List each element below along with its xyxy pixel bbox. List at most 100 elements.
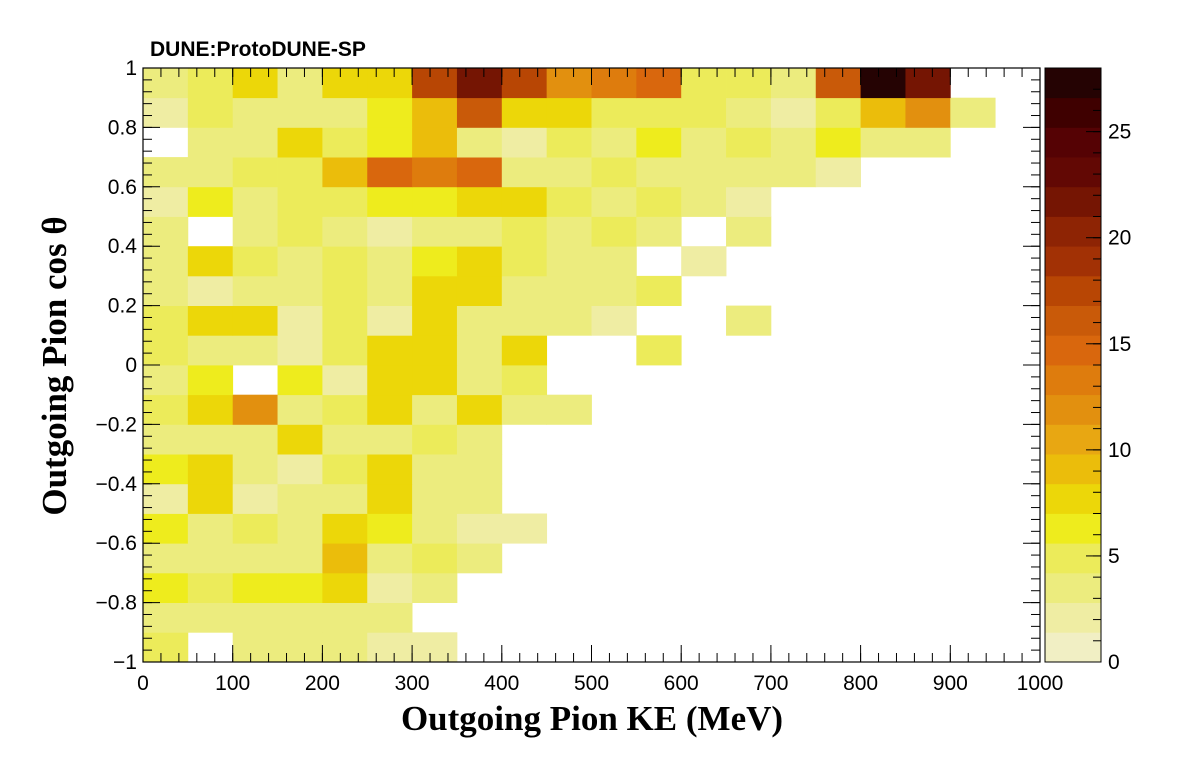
- heatmap-cell: [412, 424, 458, 455]
- heatmap-cell: [277, 632, 323, 663]
- colorbar-tick-label: 0: [1108, 651, 1120, 674]
- heatmap-cell: [591, 186, 637, 217]
- heatmap-cell: [412, 68, 458, 99]
- heatmap-cell: [232, 305, 278, 336]
- heatmap-cell: [681, 186, 727, 217]
- heatmap-cell: [277, 97, 323, 128]
- heatmap-cell: [367, 216, 413, 247]
- y-tick-label: −0.6: [96, 532, 137, 555]
- heatmap-cell: [322, 186, 368, 217]
- heatmap-cell: [143, 602, 189, 633]
- colorbar-segment: [1045, 246, 1101, 277]
- heatmap-cell: [143, 335, 189, 366]
- heatmap-cell: [187, 394, 234, 425]
- heatmap-cell: [501, 68, 548, 99]
- heatmap-cell: [770, 127, 817, 158]
- heatmap-cell: [322, 632, 368, 663]
- heatmap-cell: [322, 572, 368, 603]
- heatmap-cell: [277, 275, 323, 306]
- heatmap-cell: [412, 543, 458, 574]
- heatmap-cell: [187, 305, 234, 336]
- y-tick-label: 0: [125, 354, 137, 377]
- colorbar-segment: [1045, 157, 1101, 188]
- heatmap-cell: [770, 157, 817, 188]
- heatmap-cell: [412, 483, 458, 514]
- heatmap-cell: [367, 454, 413, 485]
- heatmap-cell: [322, 365, 368, 396]
- heatmap-cell: [591, 305, 637, 336]
- colorbar-segment: [1045, 543, 1101, 574]
- heatmap-cell: [591, 157, 637, 188]
- heatmap-cell: [367, 335, 413, 366]
- y-tick-label: 0.4: [108, 235, 138, 258]
- x-tick-label: 0: [137, 672, 149, 695]
- heatmap-cell: [905, 68, 951, 99]
- heatmap-cell: [232, 632, 278, 663]
- heatmap-cell: [143, 572, 189, 603]
- heatmap-cell: [412, 513, 458, 544]
- y-tick-labels: −1 −0.8 −0.6 −0.4 −0.2 0 0.2 0.4 0.6 0.8 1: [96, 57, 138, 674]
- heatmap-cell: [232, 127, 278, 158]
- heatmap-cell: [456, 335, 503, 366]
- y-tick-label: −0.4: [96, 473, 138, 496]
- heatmap-cell: [950, 97, 996, 128]
- heatmap-cell: [367, 246, 413, 277]
- heatmap-cell: [187, 186, 234, 217]
- heatmap-cell: [412, 305, 458, 336]
- heatmap-cells: [143, 68, 996, 663]
- x-tick-label: 400: [484, 672, 519, 695]
- colorbar-segment: [1045, 275, 1101, 306]
- y-axis-title: Outgoing Pion cos θ: [35, 216, 74, 515]
- heatmap-cell: [546, 186, 592, 217]
- heatmap-cell: [187, 454, 234, 485]
- heatmap-cell: [322, 157, 368, 188]
- heatmap-cell: [905, 97, 951, 128]
- heatmap-cell: [636, 275, 682, 306]
- heatmap-cell: [546, 157, 592, 188]
- heatmap-cell: [456, 275, 503, 306]
- colorbar-tick-label: 5: [1108, 545, 1120, 568]
- colorbar-segment: [1045, 572, 1101, 603]
- heatmap-cell: [681, 157, 727, 188]
- heatmap-cell: [322, 394, 368, 425]
- x-tick-label: 200: [305, 672, 340, 695]
- heatmap-cell: [277, 127, 323, 158]
- heatmap-cell: [591, 68, 637, 99]
- heatmap-cell: [367, 68, 413, 99]
- heatmap-cell: [815, 157, 861, 188]
- colorbar-segment: [1045, 365, 1101, 396]
- heatmap-cell: [143, 424, 189, 455]
- heatmap-cell: [277, 365, 323, 396]
- heatmap-cell: [456, 127, 503, 158]
- heatmap-cell: [277, 602, 323, 633]
- heatmap-cell: [143, 454, 189, 485]
- heatmap-cell: [412, 127, 458, 158]
- heatmap-cell: [726, 127, 772, 158]
- heatmap-cell: [636, 216, 682, 247]
- heatmap-cell: [232, 335, 278, 366]
- heatmap-cell: [143, 483, 189, 514]
- heatmap-cell: [143, 632, 189, 663]
- heatmap-cell: [412, 335, 458, 366]
- heatmap-cell: [143, 68, 189, 99]
- heatmap-cell: [412, 572, 458, 603]
- heatmap-cell: [367, 632, 413, 663]
- heatmap-cell: [726, 157, 772, 188]
- heatmap-cell: [367, 186, 413, 217]
- heatmap-cell: [636, 157, 682, 188]
- heatmap-cell: [187, 602, 234, 633]
- heatmap-cell: [187, 365, 234, 396]
- heatmap-cell: [412, 186, 458, 217]
- heatmap-cell: [456, 365, 503, 396]
- heatmap-cell: [232, 602, 278, 633]
- heatmap-cell: [501, 513, 548, 544]
- y-tick-label: 0.8: [108, 116, 137, 139]
- colorbar-segment: [1045, 68, 1101, 99]
- heatmap-cell: [681, 97, 727, 128]
- y-tick-label: 0.2: [108, 295, 137, 318]
- heatmap-cell: [726, 186, 772, 217]
- heatmap-cell: [232, 216, 278, 247]
- heatmap-cell: [232, 97, 278, 128]
- y-tick-label: −0.2: [96, 413, 137, 436]
